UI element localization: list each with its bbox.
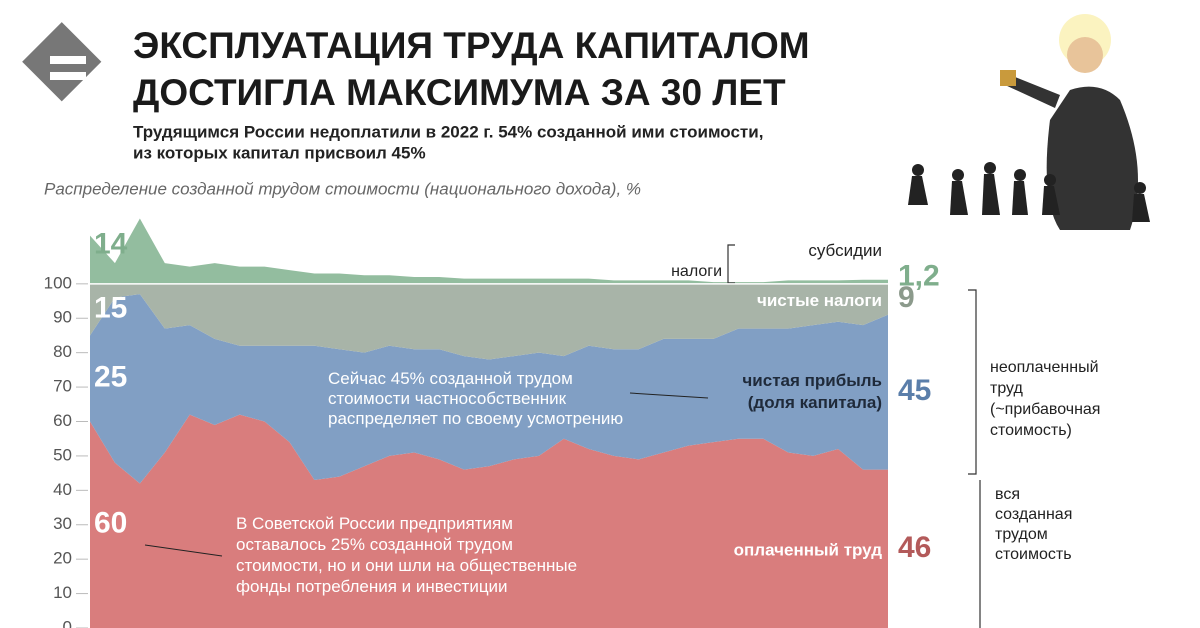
series-label: чистые налоги	[757, 291, 882, 310]
title-line: ЭКСПЛУАТАЦИЯ ТРУДА КАПИТАЛОМ	[133, 25, 810, 66]
value-label: 1,2	[898, 260, 940, 293]
y-tick-label: 40	[53, 480, 72, 499]
y-tick-label: 50	[53, 445, 72, 464]
annotation: В Советской России предприятиям оставалос…	[236, 514, 577, 596]
area	[90, 414, 888, 628]
chart-title: Распределение созданной трудом стоимости…	[44, 179, 641, 198]
leader-line	[144, 544, 223, 557]
value-label: 45	[898, 374, 931, 407]
annotation: налоги	[671, 263, 722, 280]
area	[90, 294, 888, 484]
y-tick-label: 80	[53, 342, 72, 361]
subtitle-line: Трудящимся России недоплатили в 2022 г. …	[133, 122, 763, 141]
leader-line	[629, 392, 709, 399]
subtitle-line: из которых капитал присвоил 45%	[133, 143, 426, 162]
y-tick-label: 90	[53, 308, 72, 327]
y-tick-label: 0	[63, 617, 72, 628]
series-label: чистая прибыль (доля капитала)	[742, 372, 882, 413]
cartoon	[908, 14, 1150, 231]
value-label: 9	[898, 281, 915, 314]
annotation: вся созданная трудом стоимость	[995, 486, 1072, 563]
value-label: 25	[94, 360, 127, 393]
value-label: 46	[898, 531, 931, 564]
value-label: 14	[94, 228, 128, 261]
area	[90, 283, 888, 360]
y-tick-label: 30	[53, 514, 72, 533]
y-tick-label: 20	[53, 549, 72, 568]
value-label: 15	[94, 292, 127, 325]
y-tick-label: 70	[53, 377, 72, 396]
brackets	[727, 244, 981, 628]
series-label: оплаченный труд	[734, 540, 883, 559]
y-tick-label: 60	[53, 411, 72, 430]
series-label: субсидии	[808, 241, 882, 260]
value-label: 60	[94, 507, 127, 540]
logo	[22, 22, 102, 102]
title-line: ДОСТИГЛА МАКСИМУМА ЗА 30 ЛЕТ	[133, 72, 786, 113]
y-tick-label: 100	[44, 273, 72, 292]
y-tick-label: 10	[53, 583, 72, 602]
annotation: неоплаченный труд (~прибавочная стоимость)	[990, 359, 1100, 439]
annotation: Сейчас 45% созданной трудом стоимости час…	[328, 369, 623, 428]
area	[90, 218, 888, 284]
